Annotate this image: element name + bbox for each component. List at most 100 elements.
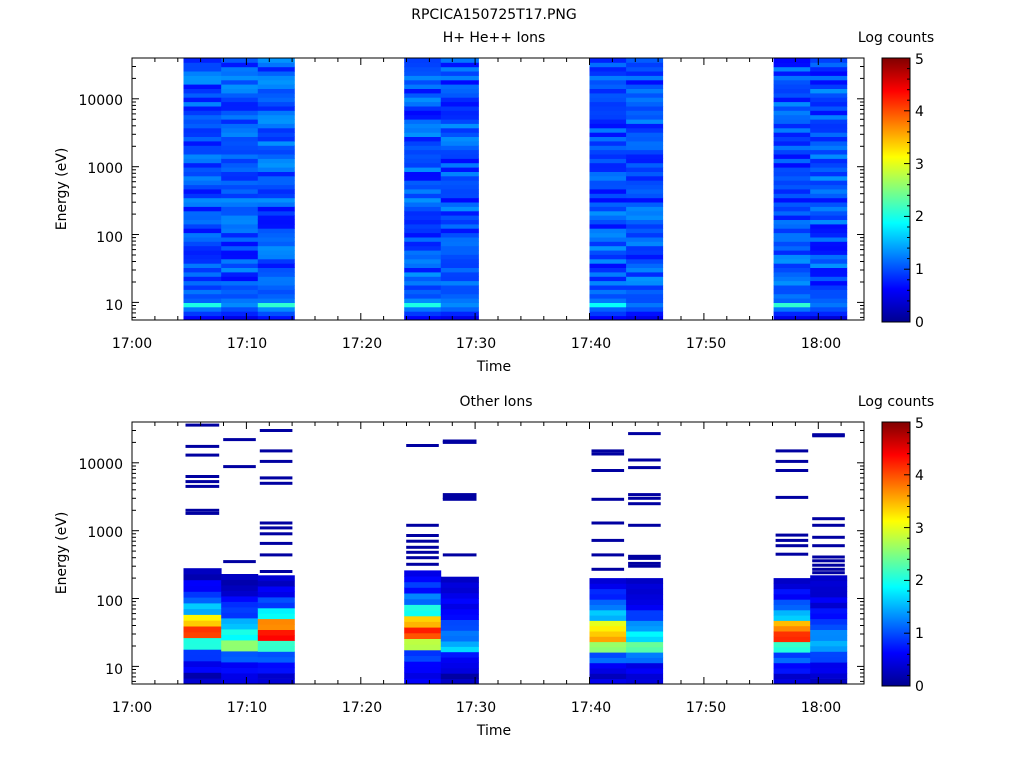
heatmap-cell xyxy=(810,607,848,614)
heatmap-line xyxy=(442,497,477,501)
heatmap-cell xyxy=(626,250,664,255)
heatmap-cell xyxy=(404,598,442,605)
heatmap-cell xyxy=(257,241,295,247)
heatmap-line xyxy=(185,484,220,488)
heatmap-cell xyxy=(773,636,811,643)
heatmap-cell xyxy=(183,180,222,186)
heatmap-cell xyxy=(773,267,811,273)
heatmap-cell xyxy=(183,289,222,295)
heatmap-cell xyxy=(810,276,848,282)
heatmap-cell xyxy=(404,180,442,186)
heatmap-cell xyxy=(589,154,627,159)
heatmap-cell xyxy=(257,171,295,177)
heatmap-cell xyxy=(589,285,627,290)
heatmap-cell xyxy=(773,604,811,611)
heatmap-cell xyxy=(589,306,627,312)
heatmap-cell xyxy=(589,302,627,308)
heatmap-line xyxy=(628,554,661,558)
heatmap-cell xyxy=(257,167,295,172)
heatmap-cell xyxy=(221,311,259,317)
heatmap-cell xyxy=(440,289,479,295)
heatmap-cell xyxy=(221,132,259,137)
heatmap-cell xyxy=(257,629,295,636)
heatmap-cell xyxy=(257,311,295,317)
heatmap-cell xyxy=(626,189,664,194)
heatmap-cell xyxy=(183,254,222,260)
heatmap-cell xyxy=(221,110,259,116)
heatmap-cell xyxy=(183,285,222,290)
heatmap-cell xyxy=(404,276,442,282)
heatmap-cell xyxy=(810,58,848,63)
heatmap-cell xyxy=(183,293,222,299)
heatmap-cell xyxy=(810,280,848,286)
heatmap-cell xyxy=(257,624,295,630)
heatmap-cell xyxy=(773,202,811,207)
heatmap-line xyxy=(591,553,625,557)
heatmap-line xyxy=(259,526,293,530)
heatmap-cell xyxy=(404,132,442,137)
heatmap-cell xyxy=(773,206,811,212)
heatmap-cell xyxy=(221,293,259,299)
heatmap-cell xyxy=(773,250,811,255)
heatmap-cell xyxy=(810,106,848,111)
heatmap-cell xyxy=(440,202,479,207)
heatmap-cell xyxy=(626,92,664,98)
heatmap-cell xyxy=(773,223,811,229)
heatmap-cell xyxy=(589,219,627,225)
heatmap-cell xyxy=(626,668,664,674)
heatmap-cell xyxy=(440,71,479,76)
heatmap-cell xyxy=(810,75,848,81)
heatmap-cell xyxy=(183,66,222,72)
heatmap-cell xyxy=(773,106,811,111)
heatmap-cell xyxy=(440,306,479,312)
heatmap-cell xyxy=(257,640,295,647)
heatmap-cell xyxy=(810,237,848,242)
heatmap-cell xyxy=(257,228,295,234)
heatmap-cell xyxy=(626,71,664,76)
heatmap-cell xyxy=(589,114,627,120)
heatmap-line xyxy=(591,469,625,472)
heatmap-cell xyxy=(810,223,848,229)
heatmap-cell xyxy=(257,580,295,587)
heatmap-cell xyxy=(773,276,811,282)
heatmap-cell xyxy=(257,602,295,609)
heatmap-cell xyxy=(773,171,811,177)
heatmap-cell xyxy=(773,652,811,658)
heatmap-cell xyxy=(773,263,811,268)
heatmap-cell xyxy=(810,202,848,207)
heatmap-cell xyxy=(773,293,811,299)
heatmap-cell xyxy=(440,241,479,247)
heatmap-cell xyxy=(221,258,259,264)
heatmap-cell xyxy=(626,604,664,611)
heatmap-cell xyxy=(404,114,442,120)
heatmap-line xyxy=(628,493,661,497)
heatmap-cell xyxy=(221,66,259,72)
heatmap-cell xyxy=(810,613,848,620)
heatmap-cell xyxy=(810,127,848,133)
heatmap-cell xyxy=(257,646,295,652)
heatmap-cell xyxy=(183,141,222,146)
heatmap-cell xyxy=(810,311,848,317)
heatmap-cell xyxy=(221,280,259,286)
colorbar-tick-label: 3 xyxy=(915,157,924,173)
heatmap-cell xyxy=(810,84,848,89)
heatmap-cell xyxy=(404,672,442,679)
heatmap-cell xyxy=(183,267,222,273)
heatmap-cell xyxy=(810,141,848,146)
heatmap-cell xyxy=(440,662,479,669)
heatmap-cell xyxy=(183,145,222,151)
colorbar-tick-label: 3 xyxy=(915,521,924,537)
heatmap-cell xyxy=(404,193,442,199)
heatmap-cell xyxy=(773,197,811,203)
heatmap-cell xyxy=(810,302,848,308)
heatmap-cell xyxy=(626,58,664,63)
heatmap-line xyxy=(628,523,661,527)
heatmap-cell xyxy=(589,106,627,111)
heatmap-cell xyxy=(221,71,259,76)
panel-h-he-ions: H+ He++ Ions 17:00 17:10 17:20 17:30 17:… xyxy=(54,30,934,375)
heatmap-cell xyxy=(810,254,848,260)
heatmap-cell xyxy=(589,293,627,299)
heatmap-cell xyxy=(440,136,479,142)
heatmap-cell xyxy=(626,75,664,81)
heatmap-cell xyxy=(440,272,479,277)
